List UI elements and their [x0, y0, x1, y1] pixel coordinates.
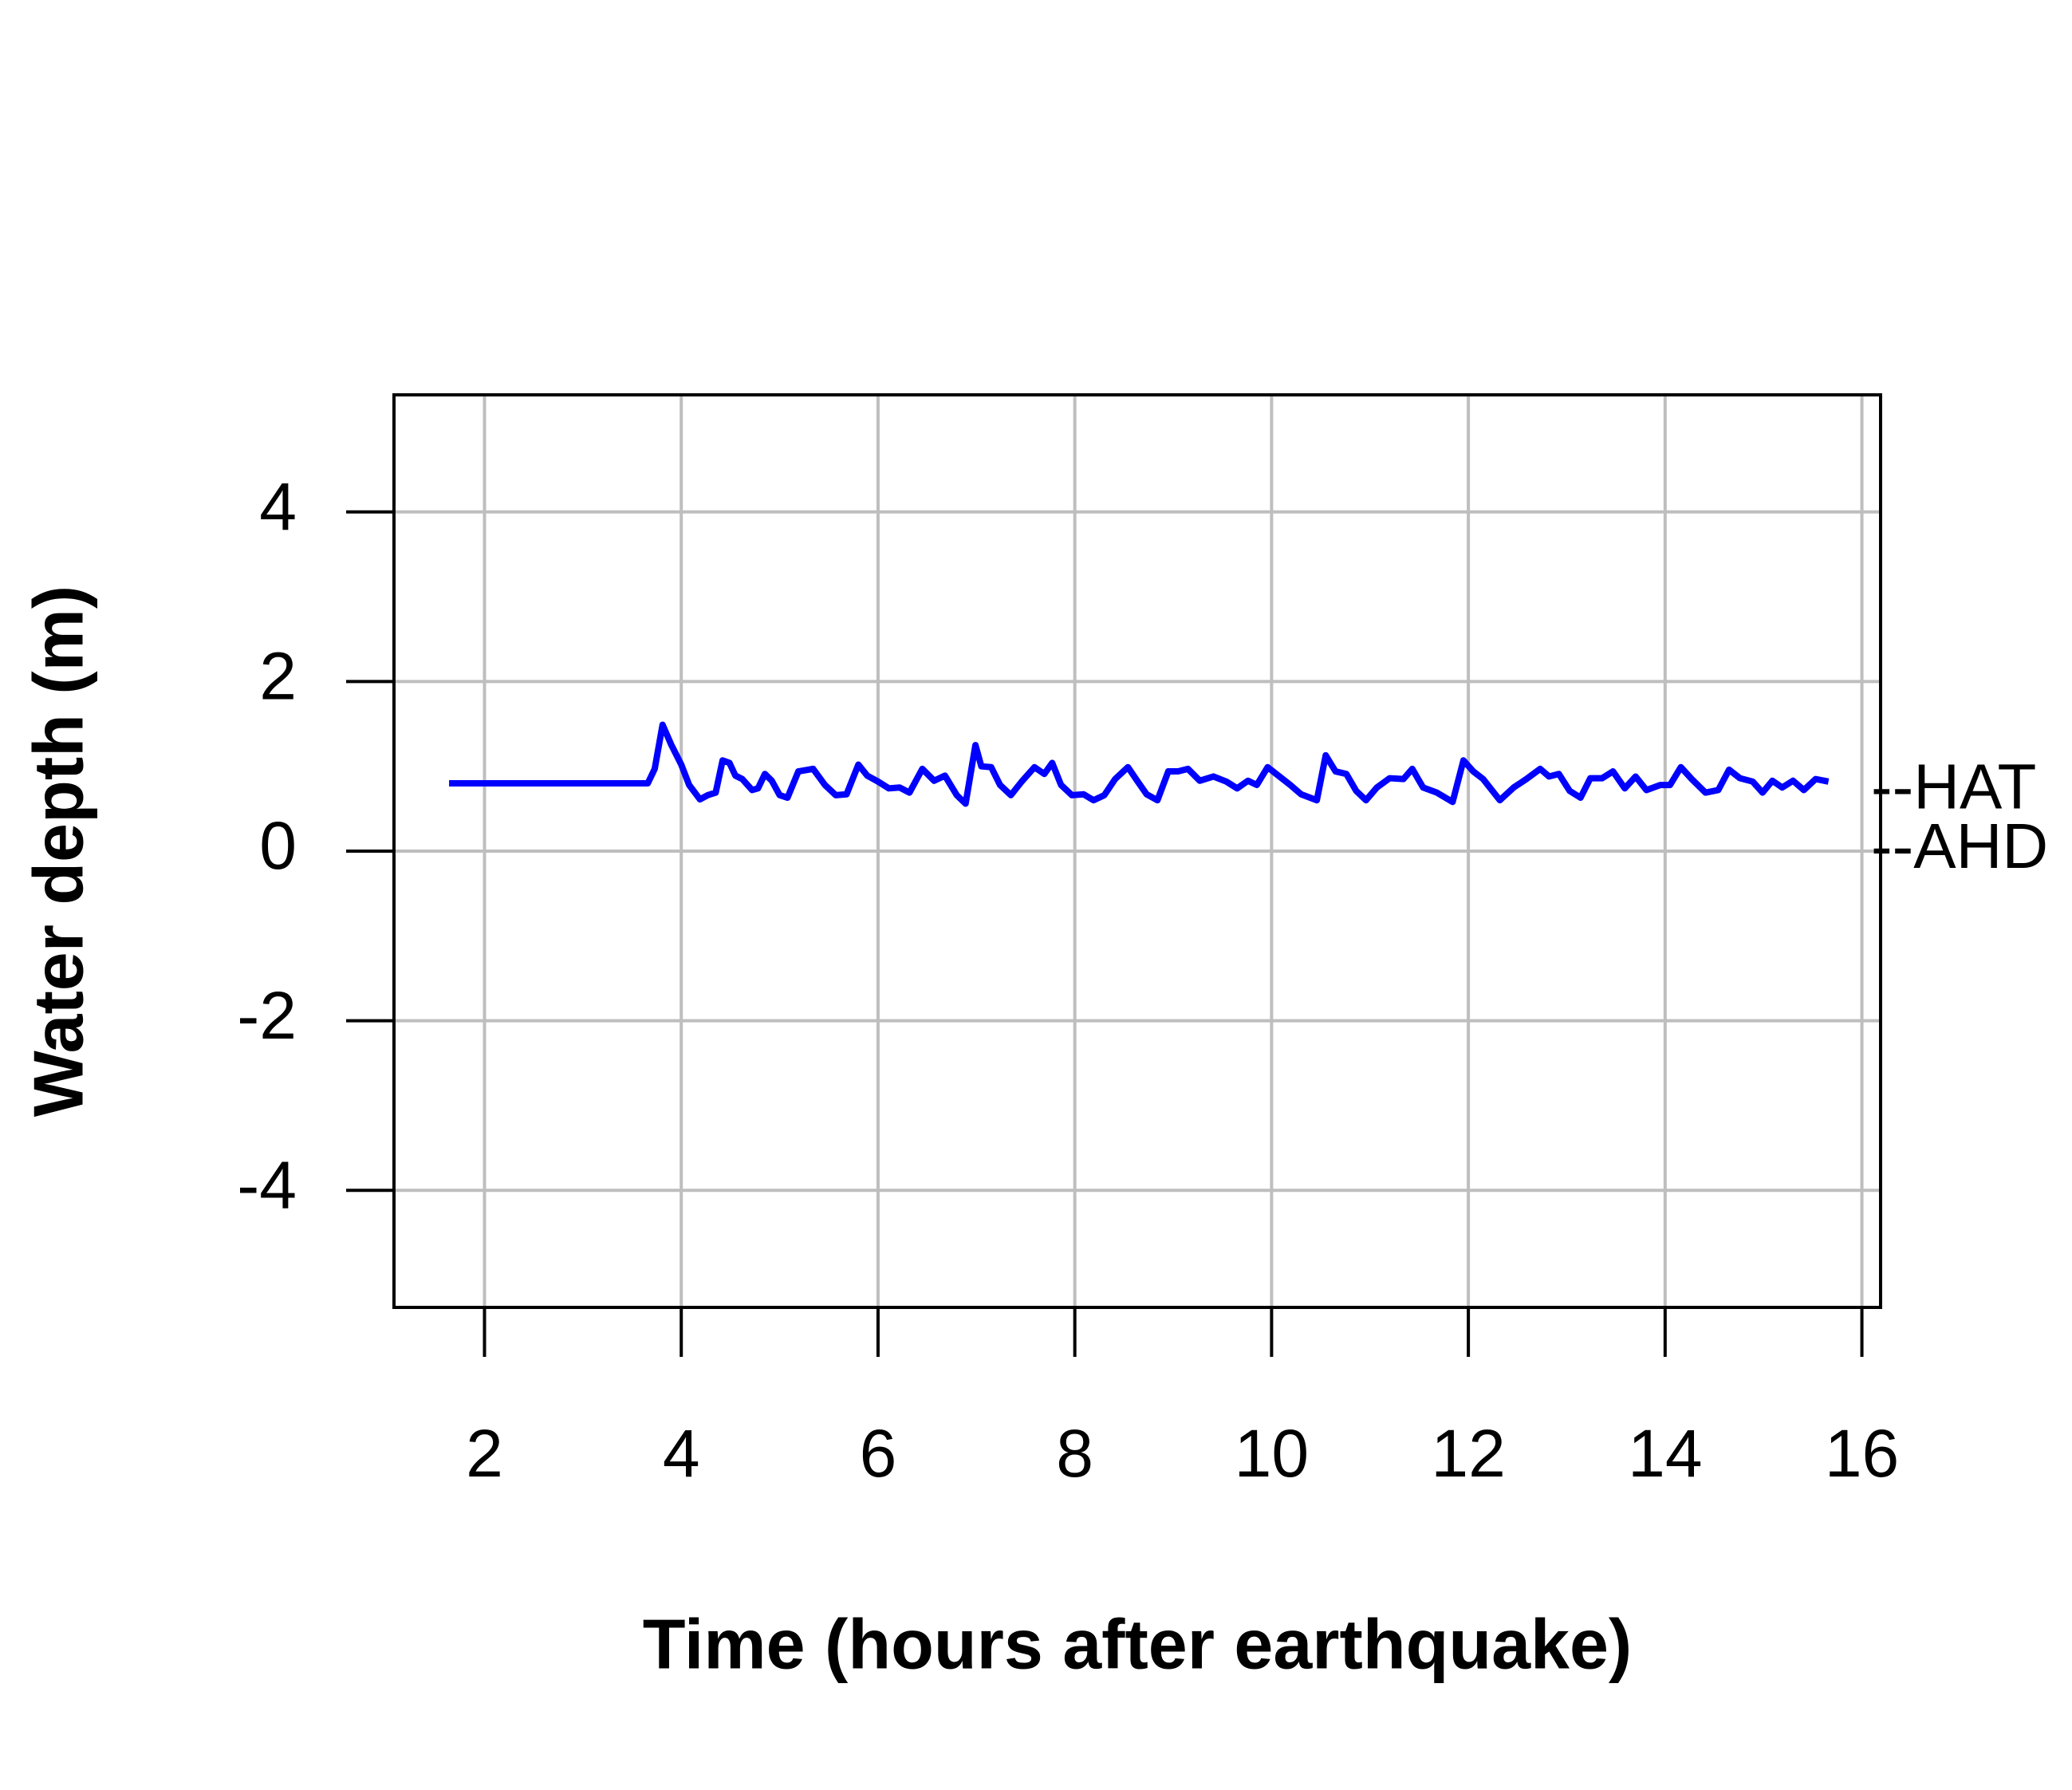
- x-tick-label: 12: [1431, 1416, 1505, 1491]
- x-axis-title: Time (hours after earthquake): [643, 1604, 1632, 1683]
- y-tick-label: -4: [237, 1147, 297, 1222]
- y-tick-label: 4: [259, 469, 297, 544]
- x-tick-label: 6: [860, 1416, 897, 1491]
- plot-frame: [392, 393, 1882, 1309]
- x-tick-label: 14: [1628, 1416, 1702, 1491]
- y-tick-label: 2: [259, 639, 297, 714]
- annotation: --HAT: [1871, 751, 2036, 822]
- x-tick-label: 2: [466, 1416, 503, 1491]
- y-tick-label: -2: [237, 978, 297, 1053]
- line: [449, 721, 1830, 807]
- annotation: --AHD: [1871, 810, 2048, 881]
- y-axis-title: Water depth (m): [18, 585, 97, 1118]
- x-tick-label: 16: [1825, 1416, 1899, 1491]
- x-tick-label: 10: [1235, 1416, 1309, 1491]
- x-tick-label: 8: [1056, 1416, 1093, 1491]
- x-tick-label: 4: [663, 1416, 700, 1491]
- y-tick-label: 0: [259, 808, 297, 883]
